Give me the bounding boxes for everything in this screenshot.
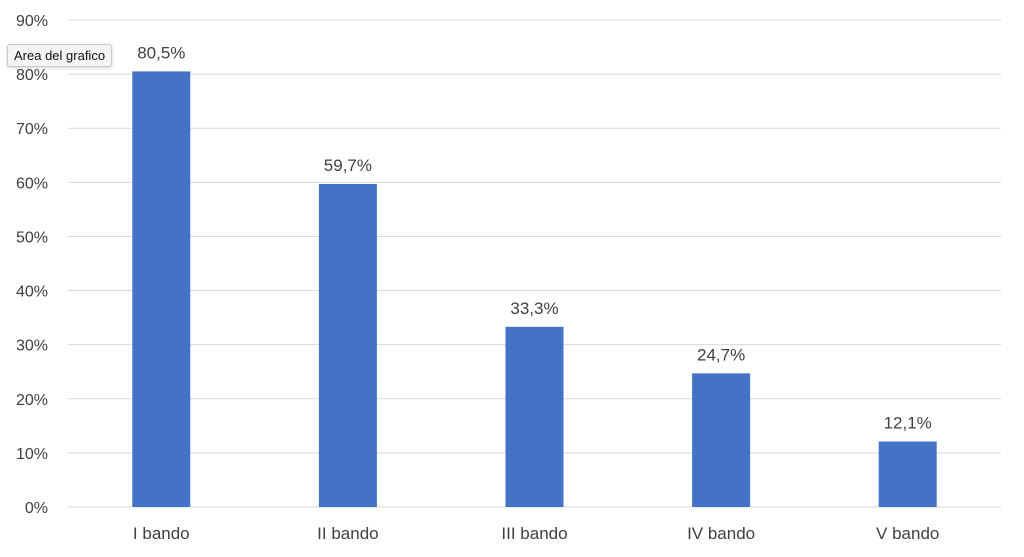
y-tick-label: 50% [16, 229, 48, 246]
bar[interactable] [318, 183, 377, 507]
x-tick-label: V bando [876, 524, 939, 543]
bar[interactable] [132, 71, 191, 508]
y-tick-label: 0% [25, 500, 48, 517]
x-tick-label: III bando [501, 524, 567, 543]
y-tick-label: 90% [16, 13, 48, 30]
x-tick-label: IV bando [687, 524, 755, 543]
y-tick-label: 30% [16, 338, 48, 355]
bars [132, 71, 937, 508]
x-axis-tick-labels: I bando II bando III bando IV bando V bando [133, 524, 939, 543]
y-tick-label: 80% [16, 67, 48, 84]
x-tick-label: II bando [317, 524, 378, 543]
y-tick-label: 60% [16, 175, 48, 192]
y-tick-label: 70% [16, 121, 48, 138]
data-label: 80,5% [137, 43, 185, 62]
data-labels: 80,5% 59,7% 33,3% 24,7% 12,1% [137, 43, 932, 432]
data-label: 59,7% [324, 156, 372, 175]
data-label: 12,1% [884, 414, 932, 433]
y-tick-label: 10% [16, 446, 48, 463]
bar[interactable] [692, 373, 751, 507]
y-tick-label: 40% [16, 284, 48, 301]
y-axis-tick-labels: 0% 10% 20% 30% 40% 50% 60% 70% 80% 90% [16, 13, 48, 517]
bar[interactable] [878, 441, 937, 507]
x-tick-label: I bando [133, 524, 190, 543]
data-label: 24,7% [697, 345, 745, 364]
bar[interactable] [505, 326, 564, 507]
gridlines [68, 19, 1001, 508]
chart-area-tooltip: Area del grafico [7, 44, 113, 67]
data-label: 33,3% [510, 299, 558, 318]
y-tick-label: 20% [16, 392, 48, 409]
